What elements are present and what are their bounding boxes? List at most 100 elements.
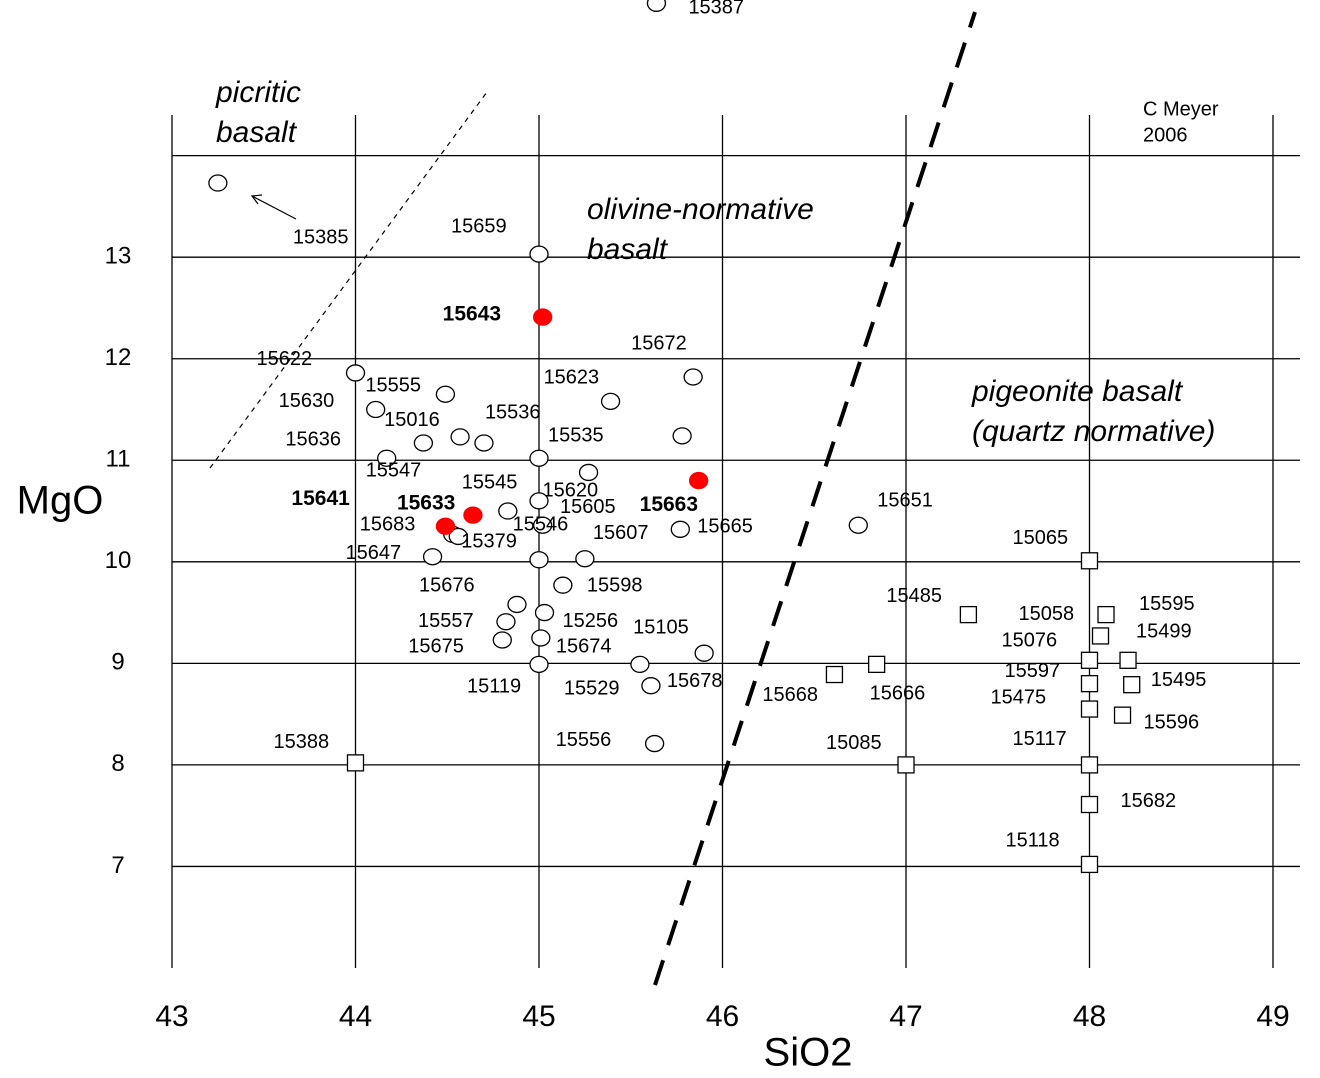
point: [1123, 676, 1141, 694]
point: [575, 550, 595, 568]
point-label: 15636: [285, 428, 341, 450]
point-label: 15663: [640, 493, 698, 516]
point: [672, 427, 692, 445]
point-label: 15672: [631, 332, 687, 354]
y-tick-label: 12: [105, 344, 132, 371]
point: [208, 174, 228, 192]
point: [534, 603, 555, 622]
point: [1119, 651, 1137, 669]
point-label: 15676: [419, 575, 475, 597]
point-label: 15668: [762, 684, 818, 706]
point-label: 15118: [1006, 830, 1060, 852]
x-tick-label: 43: [155, 1000, 188, 1033]
annotation: (quartz normative): [972, 415, 1215, 448]
point: [848, 516, 868, 534]
point: [670, 520, 690, 538]
point-label: 15641: [291, 487, 350, 510]
y-tick-label: 11: [106, 446, 131, 473]
point: [345, 364, 366, 382]
point: [531, 629, 551, 647]
point-label: 15529: [564, 678, 620, 700]
y-tick-label: 8: [111, 750, 124, 777]
point: [529, 245, 549, 263]
point: [346, 754, 365, 772]
point-label: 15675: [408, 635, 464, 657]
point-label: 15596: [1144, 711, 1200, 733]
point-label: 15119: [467, 676, 521, 698]
point-label: 15556: [556, 729, 612, 751]
x-tick-label: 44: [339, 1000, 372, 1033]
y-tick-label: 7: [111, 852, 124, 879]
x-tick-label: 47: [889, 1000, 922, 1033]
point: [496, 613, 516, 631]
point: [529, 449, 549, 467]
point-label: 15499: [1136, 621, 1192, 643]
annotation: pigeonite basalt: [971, 375, 1184, 408]
point-label: 15536: [485, 401, 541, 423]
x-axis-title: SiO2: [764, 1031, 853, 1075]
point: [366, 400, 386, 419]
y-tick-label: 13: [105, 243, 132, 270]
point: [1080, 651, 1099, 669]
point-label: 15388: [274, 731, 330, 753]
point: [450, 428, 470, 446]
x-tick-label: 48: [1073, 1000, 1106, 1033]
y-axis-title: MgO: [17, 479, 104, 523]
point: [694, 644, 714, 662]
point-label: 15058: [1019, 603, 1075, 625]
point-label: 15682: [1121, 790, 1177, 812]
credit: C Meyer: [1143, 98, 1219, 120]
point-label: 15630: [279, 390, 335, 412]
boundary-line: [653, 11, 977, 986]
point: [1091, 627, 1110, 645]
point-label: 15659: [451, 215, 507, 237]
point-label: 15085: [826, 732, 882, 754]
point: [533, 516, 553, 534]
point-label: 15678: [667, 670, 723, 692]
y-tick-label: 9: [111, 649, 124, 676]
point: [413, 434, 434, 452]
point: [578, 463, 599, 482]
point: [1097, 605, 1115, 624]
point: [529, 655, 549, 674]
point-label: 15076: [1002, 630, 1058, 652]
point: [448, 527, 468, 546]
credit: 2006: [1143, 124, 1188, 146]
point-label: 15379: [461, 531, 517, 553]
point: [630, 655, 650, 674]
y-tick-label: 10: [105, 547, 132, 574]
point: [1080, 700, 1099, 718]
point: [422, 548, 443, 566]
point-label: 15666: [870, 683, 926, 705]
point: [688, 471, 709, 490]
point-label: 15256: [563, 610, 619, 632]
point: [474, 434, 494, 452]
point-label: 15485: [886, 585, 942, 607]
point-label: 15665: [697, 516, 753, 538]
point-label: 15117: [1013, 728, 1067, 750]
picritic-line: [209, 91, 488, 469]
point: [959, 605, 978, 624]
point-label: 15643: [443, 303, 501, 326]
point: [507, 595, 527, 614]
annotation: picritic: [215, 76, 301, 109]
annotation: basalt: [587, 233, 669, 266]
point-label: 15385: [293, 226, 349, 248]
point: [492, 631, 512, 649]
point-label: 15651: [877, 490, 933, 512]
point: [867, 655, 886, 674]
point-label: 15105: [633, 616, 689, 638]
point-label: 15683: [360, 514, 416, 536]
point-label: 15475: [991, 686, 1047, 708]
point: [646, 0, 667, 12]
x-tick-label: 46: [706, 1000, 739, 1033]
point: [1080, 756, 1099, 774]
point: [435, 517, 456, 535]
point-label: 15595: [1139, 593, 1195, 615]
point-label: 15557: [418, 610, 474, 632]
point-label: 15547: [366, 460, 422, 482]
point: [553, 576, 573, 594]
point-label: 15647: [346, 542, 402, 564]
point: [644, 734, 665, 753]
